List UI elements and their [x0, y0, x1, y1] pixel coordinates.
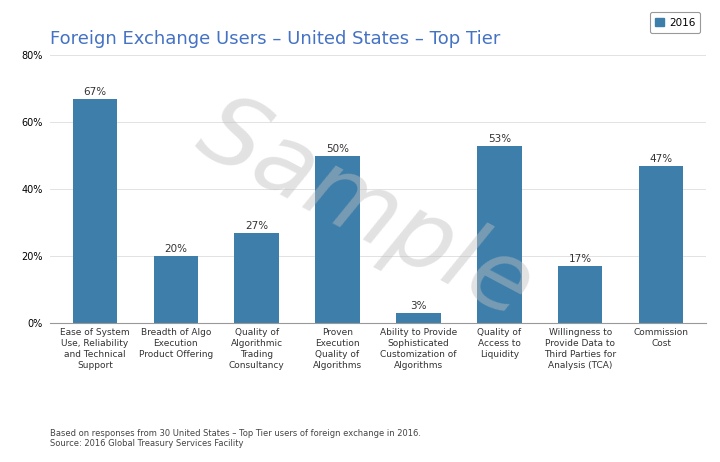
- Bar: [315, 156, 360, 323]
- Bar: [235, 233, 279, 323]
- Text: 20%: 20%: [164, 244, 187, 255]
- Text: 67%: 67%: [84, 87, 107, 97]
- Text: 53%: 53%: [487, 134, 511, 144]
- Text: 3%: 3%: [410, 301, 427, 311]
- Bar: [396, 313, 441, 323]
- Legend: 2016: 2016: [650, 12, 701, 33]
- Bar: [558, 267, 603, 323]
- Text: 27%: 27%: [245, 221, 269, 231]
- Text: Foreign Exchange Users – United States – Top Tier: Foreign Exchange Users – United States –…: [50, 30, 501, 49]
- Text: 17%: 17%: [569, 255, 592, 264]
- Bar: [73, 99, 117, 323]
- Bar: [639, 166, 683, 323]
- Bar: [477, 146, 521, 323]
- Text: 50%: 50%: [326, 144, 349, 154]
- Text: 47%: 47%: [649, 154, 672, 164]
- Text: Based on responses from 30 United States – Top Tier users of foreign exchange in: Based on responses from 30 United States…: [50, 429, 421, 448]
- Bar: [153, 256, 198, 323]
- Text: Sample: Sample: [182, 84, 548, 338]
